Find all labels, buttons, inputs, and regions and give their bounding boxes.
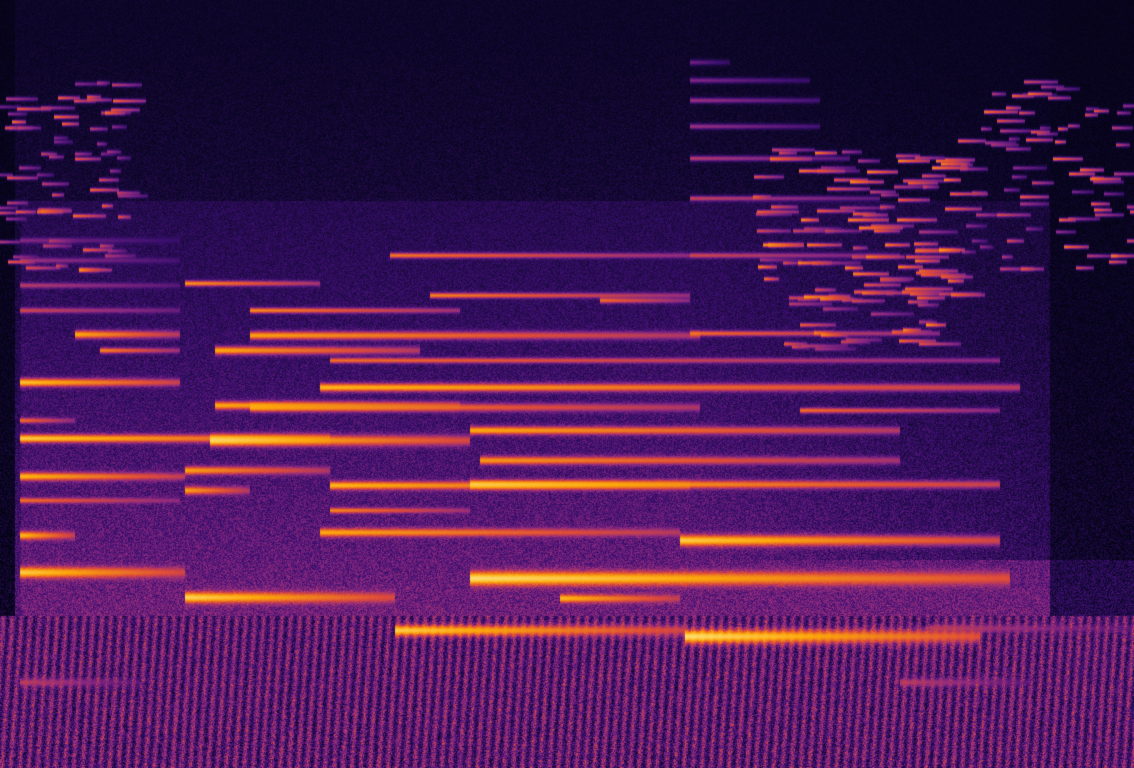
spectrogram-image xyxy=(0,0,1134,768)
